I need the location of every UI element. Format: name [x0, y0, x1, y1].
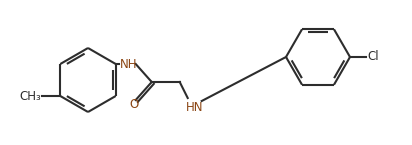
Text: O: O	[129, 98, 138, 112]
Text: HN: HN	[186, 101, 203, 114]
Text: NH: NH	[120, 58, 137, 70]
Text: CH₃: CH₃	[19, 89, 41, 103]
Text: Cl: Cl	[367, 50, 379, 64]
